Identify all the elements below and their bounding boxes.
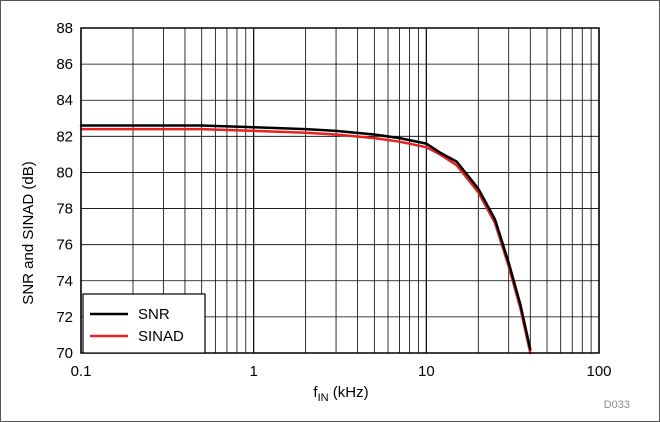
- x-axis-label-unit: (kHz): [329, 384, 369, 401]
- legend-label-sinad: SINAD: [138, 328, 184, 345]
- y-tick-label: 78: [56, 201, 73, 218]
- y-tick-label: 82: [56, 128, 73, 145]
- y-tick-label: 74: [56, 273, 73, 290]
- x-tick-labels: 0.1 1 10 100: [71, 363, 612, 380]
- legend: SNR SINAD: [82, 293, 206, 354]
- figure-code: D033: [604, 399, 630, 411]
- x-axis-label: fIN (kHz): [313, 384, 368, 404]
- y-tick-label: 80: [56, 164, 73, 181]
- y-tick-label: 72: [56, 309, 73, 326]
- y-tick-labels: 70 72 74 76 78 80 82 84 86 88: [56, 20, 73, 362]
- x-tick-label: 1: [249, 363, 257, 380]
- x-tick-label: 0.1: [71, 363, 92, 380]
- y-tick-label: 84: [56, 92, 73, 109]
- y-axis-label: SNR and SINAD (dB): [20, 161, 37, 304]
- legend-box: [82, 293, 206, 354]
- y-tick-label: 88: [56, 20, 73, 37]
- x-axis-label-subscript: IN: [318, 392, 329, 404]
- y-tick-label: 70: [56, 345, 73, 362]
- legend-label-snr: SNR: [138, 306, 170, 323]
- x-tick-label: 100: [586, 363, 611, 380]
- series-line-snr: [79, 124, 532, 351]
- series-lines: [79, 124, 532, 355]
- plot-area-border: [80, 27, 600, 354]
- y-tick-label: 76: [56, 237, 73, 254]
- y-tick-label: 86: [56, 56, 73, 73]
- x-tick-label: 10: [418, 363, 435, 380]
- x-axis-label-main: f: [313, 384, 318, 401]
